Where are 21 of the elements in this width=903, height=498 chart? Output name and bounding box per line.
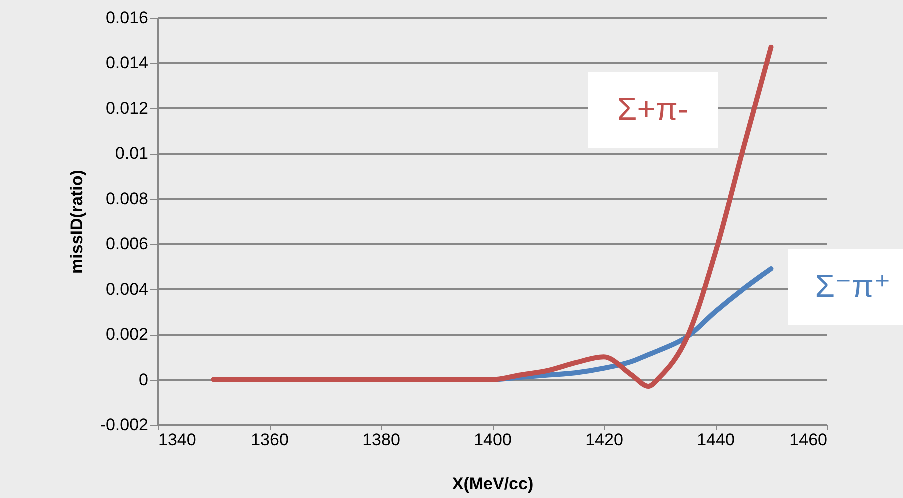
x-tick-label: 1340 [158,430,196,450]
y-tick-label: -0.002 [100,416,148,434]
x-tick-label: 1420 [586,430,624,450]
x-tick-label: 1400 [474,430,512,450]
x-tick-label: 1440 [697,430,735,450]
x-axis-title: X(MeV/cc) [452,474,534,494]
series-label: Σ⁻π⁺ [815,268,891,304]
series-label: Σ+π- [617,91,689,127]
x-tick-label: 1380 [362,430,400,450]
y-tick-label: 0.016 [106,8,148,28]
x-tick-label: 1460 [790,430,828,450]
y-tick-label: 0.004 [106,280,148,299]
y-tick-label: 0 [139,370,148,390]
y-tick-label: 0.008 [106,189,148,208]
x-tick-label: 1360 [251,430,289,450]
y-tick-label: 0.012 [106,98,148,118]
y-tick-label: 0.014 [106,54,148,73]
y-tick-label: 0.002 [106,325,148,344]
y-tick-label: 0.006 [106,234,148,254]
y-tick-label: 0.01 [115,144,148,164]
y-axis-title: missID(ratio) [67,170,86,274]
